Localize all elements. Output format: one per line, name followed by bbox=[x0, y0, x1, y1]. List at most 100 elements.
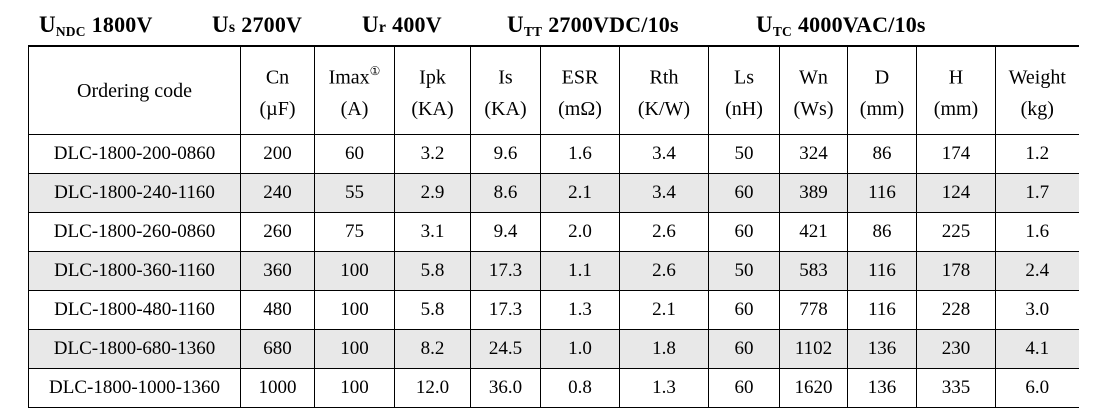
column-header-unit: (nH) bbox=[725, 98, 763, 121]
column-header-unit: (K/W) bbox=[637, 98, 691, 121]
value-cell: 2.1 bbox=[619, 290, 709, 330]
value-cell: 260 bbox=[240, 212, 315, 252]
value-cell: 174 bbox=[916, 134, 996, 174]
column-label-text: Wn bbox=[799, 66, 828, 89]
table-row: DLC-1800-480-1160 480 100 5.8 17.3 1.3 2.1 60 77… bbox=[28, 290, 1079, 330]
value-cell: 100 bbox=[314, 329, 395, 369]
rating-utc: UTC 4000VAC/10s bbox=[756, 12, 926, 39]
value-cell: 60 bbox=[708, 212, 780, 252]
rating-symbol: U bbox=[756, 12, 773, 37]
rating-value: 2700VDC/10s bbox=[548, 12, 679, 37]
value-cell: 55 bbox=[314, 173, 395, 213]
value-cell: 3.0 bbox=[995, 290, 1079, 330]
rating-utt: UTT 2700VDC/10s bbox=[507, 12, 679, 39]
column-header-h: H (mm) bbox=[916, 46, 996, 135]
value-cell: 1102 bbox=[779, 329, 848, 369]
value-cell: 335 bbox=[916, 368, 996, 408]
value-cell: 360 bbox=[240, 251, 315, 291]
value-cell: 389 bbox=[779, 173, 848, 213]
rating-symbol: U bbox=[212, 12, 229, 37]
value-cell: 86 bbox=[847, 134, 917, 174]
value-cell: 60 bbox=[708, 290, 780, 330]
column-label-text: Imax bbox=[328, 66, 370, 89]
value-cell: 3.4 bbox=[619, 134, 709, 174]
ordering-code-cell: DLC-1800-360-1160 bbox=[28, 251, 241, 291]
value-cell: 225 bbox=[916, 212, 996, 252]
value-cell: 100 bbox=[314, 290, 395, 330]
value-cell: 2.1 bbox=[540, 173, 620, 213]
column-header-cn: Cn (µF) bbox=[240, 46, 315, 135]
rating-symbol: U bbox=[507, 12, 524, 37]
value-cell: 480 bbox=[240, 290, 315, 330]
rating-symbol: U bbox=[362, 12, 379, 37]
column-header-unit: (Ws) bbox=[793, 98, 834, 121]
value-cell: 2.4 bbox=[995, 251, 1079, 291]
value-cell: 116 bbox=[847, 290, 917, 330]
value-cell: 136 bbox=[847, 368, 917, 408]
value-cell: 1.6 bbox=[995, 212, 1079, 252]
column-header-label: Rth bbox=[621, 61, 709, 89]
value-cell: 0.8 bbox=[540, 368, 620, 408]
value-cell: 60 bbox=[708, 368, 780, 408]
column-label-text: D bbox=[874, 66, 890, 89]
value-cell: 3.2 bbox=[394, 134, 471, 174]
rating-value: 400V bbox=[392, 12, 442, 37]
column-header-esr: ESR (mΩ) bbox=[540, 46, 620, 135]
rating-value: 1800V bbox=[91, 12, 153, 37]
value-cell: 36.0 bbox=[470, 368, 541, 408]
value-cell: 60 bbox=[708, 329, 780, 369]
column-label-text: Weight bbox=[1008, 66, 1066, 89]
value-cell: 1.6 bbox=[540, 134, 620, 174]
column-label-text: Rth bbox=[649, 66, 679, 89]
value-cell: 116 bbox=[847, 173, 917, 213]
value-cell: 2.6 bbox=[619, 212, 709, 252]
column-header-label: D bbox=[849, 61, 917, 89]
value-cell: 60 bbox=[708, 173, 780, 213]
rating-value: 4000VAC/10s bbox=[797, 12, 926, 37]
column-label-text: Is bbox=[498, 66, 513, 89]
column-header-label: Weight bbox=[997, 61, 1079, 89]
value-cell: 230 bbox=[916, 329, 996, 369]
value-cell: 60 bbox=[314, 134, 395, 174]
value-cell: 178 bbox=[916, 251, 996, 291]
rating-subscript: NDC bbox=[55, 24, 86, 39]
value-cell: 324 bbox=[779, 134, 848, 174]
rating-subscript: TT bbox=[523, 24, 543, 39]
column-header-d: D (mm) bbox=[847, 46, 917, 135]
table-row: DLC-1800-260-0860 260 75 3.1 9.4 2.0 2.6 60 421 8… bbox=[28, 212, 1079, 252]
value-cell: 2.6 bbox=[619, 251, 709, 291]
table-row: DLC-1800-360-1160 360 100 5.8 17.3 1.1 2.6 50 58… bbox=[28, 251, 1079, 291]
value-cell: 5.8 bbox=[394, 251, 471, 291]
ordering-code-cell: DLC-1800-680-1360 bbox=[28, 329, 241, 369]
footnote-marker: ① bbox=[369, 63, 381, 78]
spec-table: Ordering code Cn (µF) Imax① (A) Ipk (KA) Is (KA… bbox=[28, 45, 1079, 408]
value-cell: 1.2 bbox=[995, 134, 1079, 174]
value-cell: 9.6 bbox=[470, 134, 541, 174]
column-header-is: Is (KA) bbox=[470, 46, 541, 135]
column-header-unit: (mΩ) bbox=[558, 98, 602, 121]
column-header-unit: (mm) bbox=[933, 98, 979, 121]
value-cell: 75 bbox=[314, 212, 395, 252]
ordering-code-cell: DLC-1800-480-1160 bbox=[28, 290, 241, 330]
value-cell: 1.0 bbox=[540, 329, 620, 369]
table-row: DLC-1800-1000-1360 1000 100 12.0 36.0 0.8 1.3 6… bbox=[28, 368, 1079, 408]
column-header-label: ESR bbox=[542, 61, 620, 88]
value-cell: 8.6 bbox=[470, 173, 541, 213]
column-label-text: Cn bbox=[265, 66, 290, 89]
column-header-ls: Ls (nH) bbox=[708, 46, 780, 135]
value-cell: 1620 bbox=[779, 368, 848, 408]
column-label-text: Ipk bbox=[419, 66, 446, 89]
value-cell: 2.0 bbox=[540, 212, 620, 252]
table-row: DLC-1800-200-0860 200 60 3.2 9.6 1.6 3.4 50 324 8… bbox=[28, 134, 1079, 174]
column-header-unit: (mm) bbox=[859, 98, 905, 121]
rating-undc: UNDC 1800V bbox=[39, 12, 153, 39]
rating-subscript: TC bbox=[772, 24, 792, 39]
value-cell: 680 bbox=[240, 329, 315, 369]
column-header-unit: (KA) bbox=[411, 98, 454, 121]
value-cell: 1.3 bbox=[540, 290, 620, 330]
rating-value: 2700V bbox=[241, 12, 303, 37]
value-cell: 1000 bbox=[240, 368, 315, 408]
column-label-text: Ls bbox=[734, 66, 754, 89]
value-cell: 1.3 bbox=[619, 368, 709, 408]
rating-ur: Ur 400V bbox=[362, 12, 442, 38]
